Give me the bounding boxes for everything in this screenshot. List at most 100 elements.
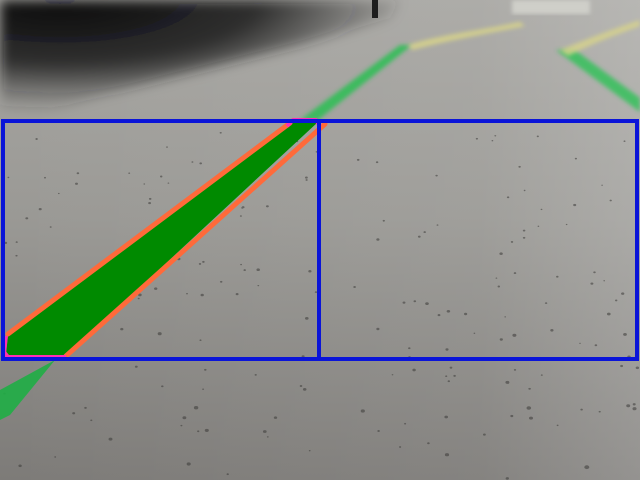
floor-speck bbox=[375, 161, 379, 164]
floor-speck bbox=[544, 302, 548, 304]
floor-speck bbox=[376, 238, 380, 241]
floor-speck bbox=[138, 293, 142, 297]
detected-lane-edge-left bbox=[5, 120, 293, 337]
right-region-of-interest bbox=[317, 119, 639, 361]
floor-speck bbox=[621, 292, 625, 295]
detected-lane-fill bbox=[6, 122, 318, 356]
background-object bbox=[512, 0, 590, 14]
floor-speck bbox=[198, 262, 202, 265]
floor-speck bbox=[537, 225, 540, 227]
floor-speck bbox=[573, 203, 577, 207]
floor-speck bbox=[15, 241, 18, 243]
floor-speck bbox=[305, 317, 309, 320]
floor-speck bbox=[408, 347, 411, 350]
floor-speck bbox=[522, 229, 526, 232]
floor-speck bbox=[382, 219, 385, 222]
floor-speck bbox=[143, 183, 146, 185]
floor-speck bbox=[239, 215, 242, 217]
floor-speck bbox=[483, 433, 486, 436]
floor-speck bbox=[219, 280, 223, 283]
floor-speck bbox=[556, 424, 559, 427]
tape-line-far-left bbox=[300, 45, 412, 120]
floor-speck bbox=[614, 299, 618, 302]
detected-lane-edge-right bbox=[63, 121, 328, 359]
floor-speck bbox=[584, 465, 590, 470]
floor-speck bbox=[186, 292, 188, 295]
floor-speck bbox=[550, 329, 554, 332]
floor-speck bbox=[353, 285, 356, 289]
floor-speck bbox=[166, 146, 168, 148]
floor-speck bbox=[180, 424, 183, 427]
floor-speck bbox=[199, 162, 203, 165]
floor-speck bbox=[308, 450, 311, 452]
floor-speck bbox=[159, 175, 163, 178]
floor-speck bbox=[436, 224, 439, 226]
floor-speck bbox=[57, 192, 60, 195]
floor-speck bbox=[623, 332, 627, 336]
floor-speck bbox=[356, 158, 360, 161]
floor-speck bbox=[75, 182, 78, 185]
floor-speck bbox=[594, 344, 598, 347]
tape-line-left bbox=[0, 360, 55, 420]
floor-speck bbox=[412, 368, 416, 372]
floor-speck bbox=[512, 333, 517, 337]
floor-speck bbox=[603, 280, 605, 282]
floor-speck bbox=[243, 269, 246, 272]
floor-speck bbox=[598, 410, 601, 413]
floor-speck bbox=[302, 388, 307, 391]
floor-speck bbox=[417, 235, 421, 238]
floor-speck bbox=[518, 165, 521, 168]
floor-speck bbox=[463, 312, 468, 316]
floor-speck bbox=[199, 339, 202, 341]
floor-speck bbox=[200, 293, 204, 297]
floor-speck bbox=[609, 199, 612, 202]
floor-speck bbox=[49, 226, 52, 228]
floor-speck bbox=[305, 176, 308, 179]
floor-speck bbox=[72, 412, 76, 415]
floor-speck bbox=[506, 196, 510, 199]
floor-speck bbox=[35, 138, 38, 140]
floor-speck bbox=[540, 208, 543, 211]
floor-speck bbox=[25, 217, 29, 220]
floor-speck bbox=[202, 260, 205, 263]
floor-speck bbox=[505, 477, 509, 480]
floor-speck bbox=[191, 161, 194, 163]
floor-speck bbox=[308, 270, 312, 273]
tape-line-yellow-right bbox=[560, 20, 640, 56]
floor-speck bbox=[193, 406, 199, 410]
floor-speck bbox=[413, 300, 417, 303]
floor-speck bbox=[497, 285, 501, 288]
floor-speck bbox=[305, 179, 308, 181]
floor-speck bbox=[632, 403, 636, 406]
floor-speck bbox=[219, 131, 222, 134]
floor-speck bbox=[423, 231, 426, 234]
floor-speck bbox=[435, 174, 438, 177]
floor-speck bbox=[510, 240, 514, 243]
floor-speck bbox=[580, 408, 583, 411]
floor-speck bbox=[182, 416, 187, 420]
floor-speck bbox=[204, 368, 207, 371]
floor-speck bbox=[90, 419, 93, 422]
tape-line-yellow bbox=[408, 22, 525, 50]
floor-speck bbox=[556, 275, 559, 278]
floor-speck bbox=[202, 388, 205, 390]
floor-speck bbox=[601, 184, 603, 186]
floor-speck bbox=[84, 406, 87, 409]
floor-speck bbox=[157, 332, 162, 336]
floor-speck bbox=[445, 375, 448, 378]
floor-speck bbox=[510, 414, 514, 418]
floor-speck bbox=[475, 137, 479, 140]
floor-speck bbox=[620, 364, 624, 368]
floor-speck bbox=[256, 268, 260, 272]
floor-speck bbox=[437, 314, 441, 317]
floor-speck bbox=[513, 368, 517, 371]
floor-speck bbox=[606, 312, 611, 316]
furniture-leg bbox=[372, 0, 378, 18]
floor-speck bbox=[449, 366, 453, 369]
floor-speck bbox=[635, 366, 640, 370]
floor-speck bbox=[453, 374, 456, 377]
floor-speck bbox=[593, 271, 596, 274]
floor-speck bbox=[161, 385, 164, 388]
floor-speck bbox=[526, 406, 532, 410]
